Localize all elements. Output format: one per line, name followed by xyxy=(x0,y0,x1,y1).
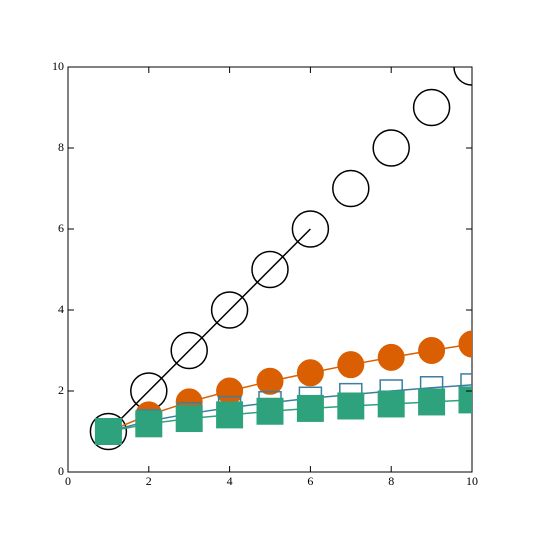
marker xyxy=(377,390,405,418)
marker xyxy=(418,337,446,364)
y-tick-label: 2 xyxy=(58,383,64,397)
y-tick-label: 4 xyxy=(58,302,64,316)
x-tick-label: 2 xyxy=(146,474,152,488)
plot-area xyxy=(89,67,472,451)
marker xyxy=(337,392,365,420)
marker xyxy=(458,330,472,358)
marker xyxy=(332,169,370,208)
marker xyxy=(175,405,203,433)
marker xyxy=(337,351,365,379)
marker xyxy=(256,367,284,395)
y-tick-label: 10 xyxy=(52,59,64,73)
marker xyxy=(170,331,208,370)
y-tick-label: 8 xyxy=(58,140,64,154)
marker xyxy=(458,386,472,414)
x-tick-label: 4 xyxy=(227,474,233,488)
marker xyxy=(418,388,446,416)
marker xyxy=(412,88,451,127)
y-tick-label: 0 xyxy=(58,464,64,478)
marker xyxy=(210,291,249,329)
plot-frame xyxy=(67,66,473,473)
series-line xyxy=(108,399,472,433)
marker xyxy=(256,397,284,425)
marker xyxy=(216,377,244,405)
marker xyxy=(291,210,330,248)
x-tick-label: 10 xyxy=(466,474,478,488)
marker xyxy=(296,359,324,387)
series-line xyxy=(107,228,311,433)
x-tick-label: 6 xyxy=(307,474,313,488)
marker xyxy=(89,412,128,451)
series-line xyxy=(108,384,472,433)
marker xyxy=(296,394,324,422)
marker xyxy=(372,129,410,167)
x-tick-label: 8 xyxy=(388,474,394,488)
marker xyxy=(251,250,289,289)
marker xyxy=(460,373,472,397)
marker xyxy=(94,418,122,445)
series-line xyxy=(108,343,472,433)
marker xyxy=(377,343,405,371)
y-tick-label: 6 xyxy=(58,221,64,235)
marker xyxy=(216,401,244,429)
x-tick-label: 0 xyxy=(65,474,71,488)
marker xyxy=(135,410,163,438)
